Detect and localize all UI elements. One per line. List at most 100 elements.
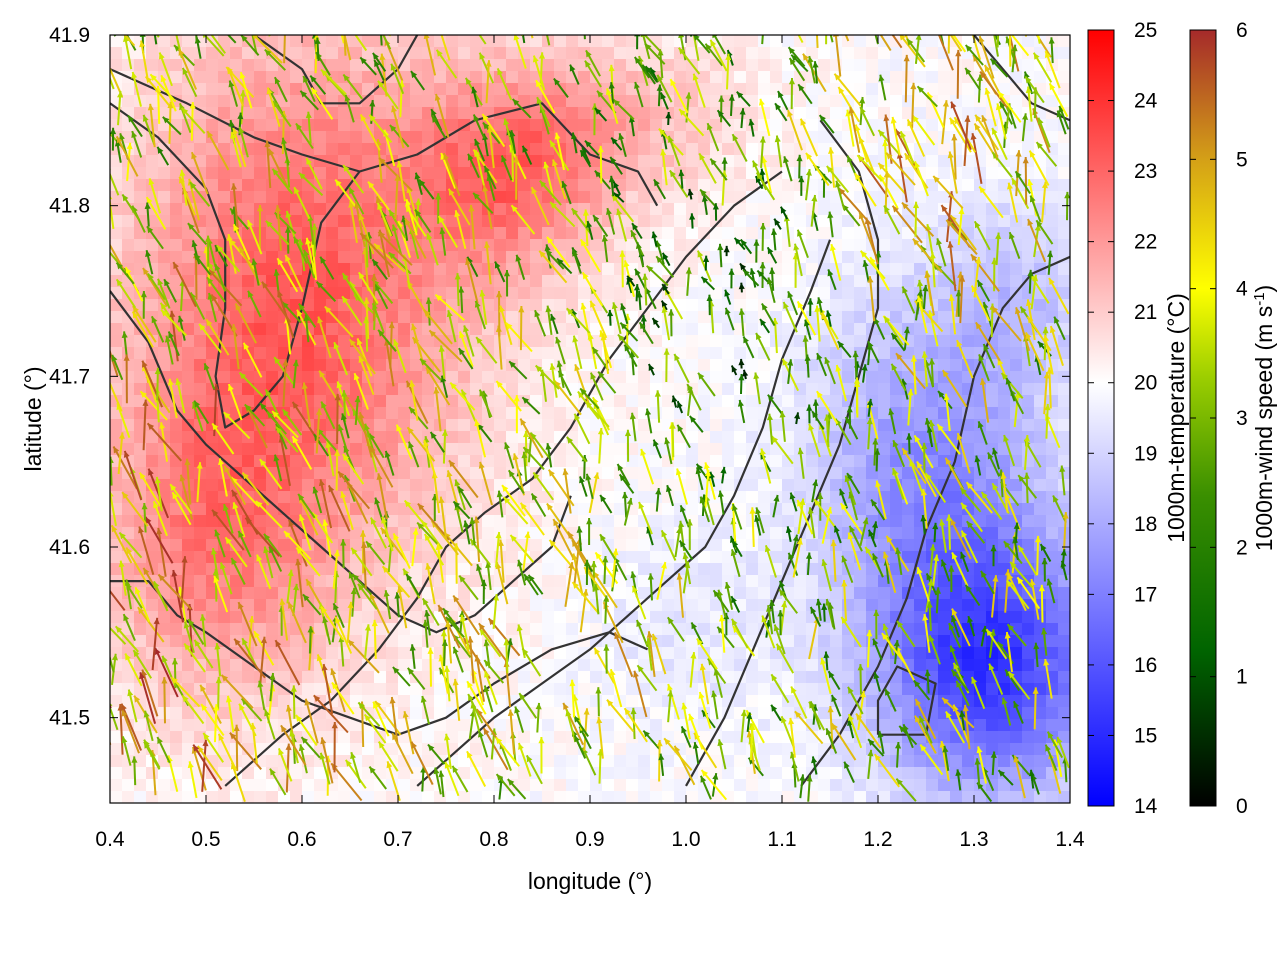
heatmap-cell: [110, 335, 123, 348]
heatmap-cell: [530, 299, 543, 312]
heatmap-cell: [710, 287, 723, 300]
heatmap-cell: [938, 311, 951, 324]
heatmap-cell: [938, 83, 951, 96]
heatmap-cell: [134, 155, 147, 168]
heatmap-cell: [1034, 515, 1047, 528]
heatmap-cell: [206, 695, 219, 708]
heatmap-cell: [566, 755, 579, 768]
heatmap-cell: [590, 779, 603, 792]
heatmap-cell: [842, 299, 855, 312]
heatmap-cell: [326, 359, 339, 372]
heatmap-cell: [818, 287, 831, 300]
heatmap-cell: [770, 539, 783, 552]
heatmap-cell: [314, 59, 327, 72]
heatmap-cell: [350, 539, 363, 552]
heatmap-cell: [206, 167, 219, 180]
heatmap-cell: [434, 731, 447, 744]
heatmap-cell: [398, 671, 411, 684]
heatmap-cell: [902, 395, 915, 408]
heatmap-cell: [830, 383, 843, 396]
heatmap-cell: [434, 707, 447, 720]
heatmap-cell: [938, 623, 951, 636]
heatmap-cell: [506, 551, 519, 564]
heatmap-cell: [602, 395, 615, 408]
heatmap-cell: [182, 323, 195, 336]
heatmap-cell: [326, 95, 339, 108]
heatmap-cell: [878, 431, 891, 444]
heatmap-cell: [758, 83, 771, 96]
heatmap-cell: [134, 275, 147, 288]
heatmap-cell: [458, 131, 471, 144]
heatmap-cell: [950, 359, 963, 372]
heatmap-cell: [326, 527, 339, 540]
heatmap-cell: [422, 203, 435, 216]
heatmap-cell: [770, 479, 783, 492]
heatmap-cell: [506, 383, 519, 396]
heatmap-cell: [794, 479, 807, 492]
heatmap-cell: [686, 323, 699, 336]
heatmap-cell: [938, 683, 951, 696]
heatmap-cell: [506, 275, 519, 288]
heatmap-cell: [254, 599, 267, 612]
heatmap-cell: [218, 323, 231, 336]
heatmap-cell: [326, 59, 339, 72]
heatmap-cell: [410, 371, 423, 384]
heatmap-cell: [554, 755, 567, 768]
heatmap-cell: [398, 299, 411, 312]
heatmap-cell: [194, 107, 207, 120]
heatmap-cell: [182, 383, 195, 396]
heatmap-cell: [230, 371, 243, 384]
heatmap-cell: [770, 71, 783, 84]
heatmap-cell: [818, 203, 831, 216]
heatmap-cell: [650, 779, 663, 792]
heatmap-cell: [266, 59, 279, 72]
heatmap-cell: [122, 395, 135, 408]
heatmap-cell: [950, 743, 963, 756]
heatmap-cell: [110, 419, 123, 432]
heatmap-cell: [878, 383, 891, 396]
heatmap-cell: [290, 779, 303, 792]
heatmap-cell: [254, 467, 267, 480]
heatmap-cell: [338, 143, 351, 156]
heatmap-cell: [506, 83, 519, 96]
heatmap-cell: [386, 431, 399, 444]
heatmap-cell: [194, 671, 207, 684]
heatmap-cell: [1034, 467, 1047, 480]
heatmap-cell: [770, 59, 783, 72]
heatmap-cell: [230, 587, 243, 600]
heatmap-cell: [938, 143, 951, 156]
heatmap-cell: [302, 143, 315, 156]
heatmap-cell: [326, 131, 339, 144]
heatmap-cell: [1034, 443, 1047, 456]
heatmap-cell: [494, 59, 507, 72]
heatmap-cell: [1022, 719, 1035, 732]
heatmap-cell: [158, 107, 171, 120]
heatmap-cell: [530, 671, 543, 684]
heatmap-cell: [110, 119, 123, 132]
heatmap-cell: [878, 59, 891, 72]
heatmap-cell: [914, 635, 927, 648]
heatmap-cell: [914, 623, 927, 636]
heatmap-cell: [266, 371, 279, 384]
heatmap-cell: [470, 323, 483, 336]
heatmap-cell: [530, 155, 543, 168]
heatmap-cell: [866, 95, 879, 108]
heatmap-cell: [782, 479, 795, 492]
heatmap-cell: [734, 119, 747, 132]
heatmap-cell: [614, 407, 627, 420]
heatmap-cell: [950, 407, 963, 420]
heatmap-cell: [410, 131, 423, 144]
heatmap-cell: [470, 59, 483, 72]
heatmap-cell: [878, 407, 891, 420]
heatmap-cell: [194, 191, 207, 204]
heatmap-cell: [854, 791, 867, 803]
heatmap-cell: [494, 287, 507, 300]
heatmap-cell: [782, 251, 795, 264]
heatmap-cell: [206, 539, 219, 552]
heatmap-cell: [422, 251, 435, 264]
heatmap-cell: [650, 275, 663, 288]
heatmap-cell: [578, 119, 591, 132]
heatmap-cell: [230, 311, 243, 324]
heatmap-cell: [638, 227, 651, 240]
heatmap-cell: [446, 95, 459, 108]
